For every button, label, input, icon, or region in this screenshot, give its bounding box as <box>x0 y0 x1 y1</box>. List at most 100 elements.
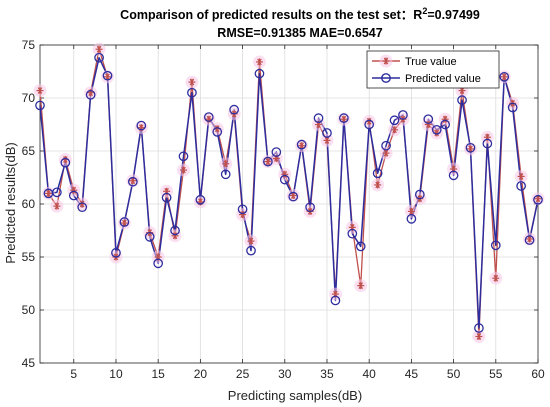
true-value-point <box>514 169 528 183</box>
predicted-value-point <box>296 139 307 150</box>
predicted-value-point <box>448 170 459 181</box>
predicted-value-point <box>85 89 96 100</box>
predicted-value-point <box>406 213 417 224</box>
true-value-point <box>160 184 174 198</box>
predicted-value-point <box>423 114 434 125</box>
predicted-value-point <box>330 295 341 306</box>
y-tick-label: 45 <box>22 356 36 370</box>
predicted-value-point <box>431 124 442 135</box>
true-value-point <box>312 118 326 131</box>
x-axis-label: Predicting samples(dB) <box>228 388 362 403</box>
y-tick-label: 65 <box>22 144 36 158</box>
predicted-value-point <box>322 128 332 138</box>
predicted-value-point <box>457 95 467 105</box>
x-tick-label: 5 <box>70 367 77 381</box>
plot-area: 5 10 15 20 25 30 35 40 45 50 55 60 45 50 55 60 65 70 75 <box>22 38 545 381</box>
predicted-value-point <box>482 138 493 149</box>
x-tick-label: 55 <box>489 367 503 381</box>
true-value-point <box>75 197 89 211</box>
chart-title-sup: 2 <box>422 6 427 16</box>
predicted-value-point <box>187 87 197 98</box>
predicted-value-point <box>507 102 518 113</box>
true-value-point <box>345 220 359 234</box>
legend-pred-label: Predicted value <box>405 73 481 85</box>
chart-subtitle: RMSE=0.91385 MAE=0.6547 <box>217 26 382 40</box>
predicted-value-point <box>119 217 130 227</box>
predicted-value-point <box>474 323 484 333</box>
true-value-point <box>193 195 207 209</box>
predicted-value-point <box>516 181 526 191</box>
true-value-point <box>185 75 199 89</box>
true-value-point <box>84 86 98 100</box>
true-value-point <box>489 271 503 285</box>
true-value-point <box>362 114 376 128</box>
predicted-value-point <box>161 192 172 203</box>
predicted-value-point <box>35 100 45 111</box>
predicted-value-point <box>52 187 62 198</box>
predicted-value-point <box>499 71 510 82</box>
x-tick-label: 10 <box>109 367 123 381</box>
predicted-value-point <box>153 258 164 269</box>
chart-title-suffix: =0.97499 <box>427 8 480 22</box>
chart-title-prefix: Comparison of predicted results on the t… <box>120 8 422 22</box>
predicted-value-point <box>279 174 290 185</box>
predicted-value-point <box>490 240 501 251</box>
predicted-value-point <box>77 202 88 213</box>
chart-title: Comparison of predicted results on the t… <box>120 6 480 22</box>
predicted-value-point <box>111 247 121 258</box>
predicted-value-point <box>203 112 214 122</box>
true-value-point <box>354 279 368 293</box>
predicted-value-point <box>102 70 113 81</box>
y-tick-label: 70 <box>22 91 36 105</box>
predicted-value-point <box>263 156 273 167</box>
x-tick-label: 45 <box>405 367 419 381</box>
predicted-value-point <box>212 127 223 137</box>
predicted-value-point <box>195 194 206 205</box>
predicted-value-point <box>288 191 299 202</box>
true-value-point <box>404 204 418 218</box>
x-tick-label: 30 <box>278 367 292 381</box>
predicted-value-point <box>136 120 147 131</box>
predicted-value-point <box>524 235 535 245</box>
predicted-value-point <box>414 189 425 200</box>
true-value-point <box>244 234 258 248</box>
predicted-value-point <box>339 113 349 123</box>
x-tick-label: 15 <box>151 367 165 381</box>
x-tick-label: 40 <box>363 367 377 381</box>
predicted-value-point <box>271 147 282 157</box>
x-tick-label: 20 <box>194 367 208 381</box>
predicted-value-point <box>381 140 391 151</box>
true-value-point <box>202 112 216 126</box>
predicted-value-point <box>94 52 104 63</box>
true-value-point <box>472 330 486 343</box>
predicted-value-point <box>144 232 155 242</box>
predicted-value-point <box>229 104 239 115</box>
true-value-point <box>447 162 461 176</box>
y-tick-label: 60 <box>22 197 36 211</box>
true-value-point <box>252 55 266 69</box>
y-tick-label: 50 <box>22 303 36 317</box>
predicted-value-point <box>533 194 543 205</box>
x-tick-label: 50 <box>447 367 461 381</box>
true-value-point <box>371 178 385 192</box>
true-value-point <box>379 146 393 160</box>
predicted-value-point <box>220 169 231 180</box>
predicted-value-point <box>440 119 451 130</box>
predicted-value-point <box>254 68 265 79</box>
true-value-point <box>134 121 148 135</box>
predicted-value-point <box>398 110 408 120</box>
x-tick-label: 25 <box>236 367 250 381</box>
true-value-point <box>210 122 224 136</box>
y-tick-label: 55 <box>22 250 36 264</box>
legend-true-marker <box>379 54 393 68</box>
legend-true-asterisk <box>379 54 393 68</box>
predicted-value-point <box>347 228 358 239</box>
true-value-point <box>480 130 494 144</box>
x-tick-label: 35 <box>320 367 334 381</box>
legend: True value Predicted value <box>366 50 500 89</box>
true-value-point <box>320 133 334 147</box>
predicted-value-point <box>372 168 383 179</box>
true-value-point <box>151 250 165 264</box>
predicted-value-point <box>246 245 256 256</box>
